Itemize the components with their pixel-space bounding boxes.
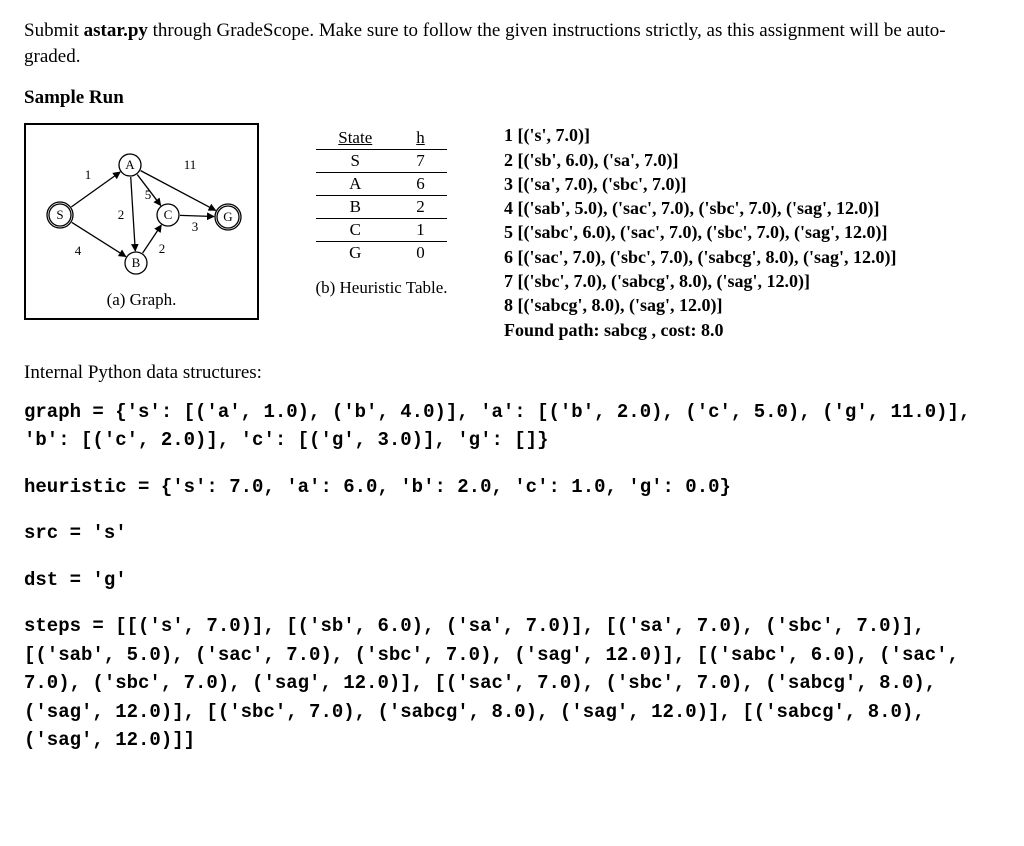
step-number: 6 <box>504 247 513 267</box>
intro-post: through GradeScope. Make sure to follow … <box>24 20 946 67</box>
step-number: 7 <box>504 271 513 291</box>
step-number: 8 <box>504 295 513 315</box>
steps-line: 7 [('sbc', 7.0), ('sabcg', 8.0), ('sag',… <box>504 269 1000 293</box>
intro-file: astar.py <box>84 20 148 41</box>
htable-caption: (b) Heuristic Table. <box>279 278 484 298</box>
heuristic-table: State h S7A6B2C1G0 <box>316 127 447 264</box>
graph-edge-weight: 1 <box>85 167 92 182</box>
step-number: 1 <box>504 125 513 145</box>
steps-line: 3 [('sa', 7.0), ('sbc', 7.0)] <box>504 172 1000 196</box>
steps-line: 1 [('s', 7.0)] <box>504 123 1000 147</box>
graph-node-label: B <box>132 255 141 270</box>
figure-row: 14252311SABCG (a) Graph. State h S7A6B2C… <box>24 123 1000 342</box>
step-number: 4 <box>504 198 513 218</box>
step-body: [('s', 7.0)] <box>513 125 590 145</box>
graph-edge-weight: 4 <box>75 243 82 258</box>
sample-run-heading: Sample Run <box>24 87 1000 109</box>
htable-cell-state: S <box>316 150 394 173</box>
graph-edge-weight: 5 <box>145 187 152 202</box>
steps-line: 2 [('sb', 6.0), ('sa', 7.0)] <box>504 148 1000 172</box>
htable-cell-h: 2 <box>394 196 447 219</box>
table-row: S7 <box>316 150 447 173</box>
steps-line: 6 [('sac', 7.0), ('sbc', 7.0), ('sabcg',… <box>504 245 1000 269</box>
htable-cell-state: C <box>316 219 394 242</box>
step-number: 3 <box>504 174 513 194</box>
graph-node-label: S <box>56 207 63 222</box>
code-dst: dst = 'g' <box>24 566 1000 595</box>
internal-heading: Internal Python data structures: <box>24 360 1000 386</box>
step-body: [('sabc', 6.0), ('sac', 7.0), ('sbc', 7.… <box>513 222 887 242</box>
step-body: [('sac', 7.0), ('sbc', 7.0), ('sabcg', 8… <box>513 247 896 267</box>
htable-cell-h: 0 <box>394 242 447 265</box>
code-src: src = 's' <box>24 519 1000 548</box>
found-path-line: Found path: sabcg , cost: 8.0 <box>504 318 1000 342</box>
htable-cell-h: 7 <box>394 150 447 173</box>
graph-edge-weight: 2 <box>118 207 125 222</box>
code-graph: graph = {'s': [('a', 1.0), ('b', 4.0)], … <box>24 398 1000 455</box>
table-row: B2 <box>316 196 447 219</box>
htable-cell-h: 6 <box>394 173 447 196</box>
graph-node-label: C <box>164 207 173 222</box>
graph-edge-weight: 3 <box>192 219 199 234</box>
step-number: 5 <box>504 222 513 242</box>
htable-cell-state: G <box>316 242 394 265</box>
step-body: [('sabcg', 8.0), ('sag', 12.0)] <box>513 295 722 315</box>
graph-edge <box>141 171 216 211</box>
steps-line: 5 [('sabc', 6.0), ('sac', 7.0), ('sbc', … <box>504 220 1000 244</box>
found-path-label: Found path: <box>504 320 604 340</box>
heuristic-table-box: State h S7A6B2C1G0 (b) Heuristic Table. <box>279 123 484 298</box>
table-row: G0 <box>316 242 447 265</box>
steps-line: 8 [('sabcg', 8.0), ('sag', 12.0)] <box>504 293 1000 317</box>
found-path-value: sabcg , cost: 8.0 <box>604 320 724 340</box>
graph-svg: 1 4 2 5 2 3 11 S A B C G <box>40 137 250 282</box>
htable-cell-state: B <box>316 196 394 219</box>
graph-edge-weight: 2 <box>159 241 166 256</box>
graph-node-label: G <box>223 209 232 224</box>
htable-cell-state: A <box>316 173 394 196</box>
graph-node-label: A <box>125 157 135 172</box>
graph-edge <box>180 216 214 217</box>
graph-figure-box: 1 4 2 5 2 3 11 S A B C G (a) Graph. <box>24 123 259 320</box>
intro-paragraph: Submit astar.py through GradeScope. Make… <box>24 18 1000 69</box>
step-body: [('sa', 7.0), ('sbc', 7.0)] <box>513 174 686 194</box>
graph-edge-weight: 11 <box>184 157 197 172</box>
step-body: [('sbc', 7.0), ('sabcg', 8.0), ('sag', 1… <box>513 271 810 291</box>
htable-cell-h: 1 <box>394 219 447 242</box>
intro-pre: Submit <box>24 20 84 41</box>
htable-head-state: State <box>316 127 394 150</box>
graph-edge <box>131 177 136 251</box>
table-row: A6 <box>316 173 447 196</box>
graph-caption: (a) Graph. <box>40 290 243 310</box>
step-body: [('sab', 5.0), ('sac', 7.0), ('sbc', 7.0… <box>513 198 879 218</box>
step-body: [('sb', 6.0), ('sa', 7.0)] <box>513 150 679 170</box>
htable-head-h: h <box>394 127 447 150</box>
steps-output: 1 [('s', 7.0)]2 [('sb', 6.0), ('sa', 7.0… <box>504 123 1000 342</box>
graph-edge <box>71 172 120 207</box>
code-steps: steps = [[('s', 7.0)], [('sb', 6.0), ('s… <box>24 612 1000 755</box>
steps-line: 4 [('sab', 5.0), ('sac', 7.0), ('sbc', 7… <box>504 196 1000 220</box>
table-row: C1 <box>316 219 447 242</box>
step-number: 2 <box>504 150 513 170</box>
code-heuristic: heuristic = {'s': 7.0, 'a': 6.0, 'b': 2.… <box>24 473 1000 502</box>
